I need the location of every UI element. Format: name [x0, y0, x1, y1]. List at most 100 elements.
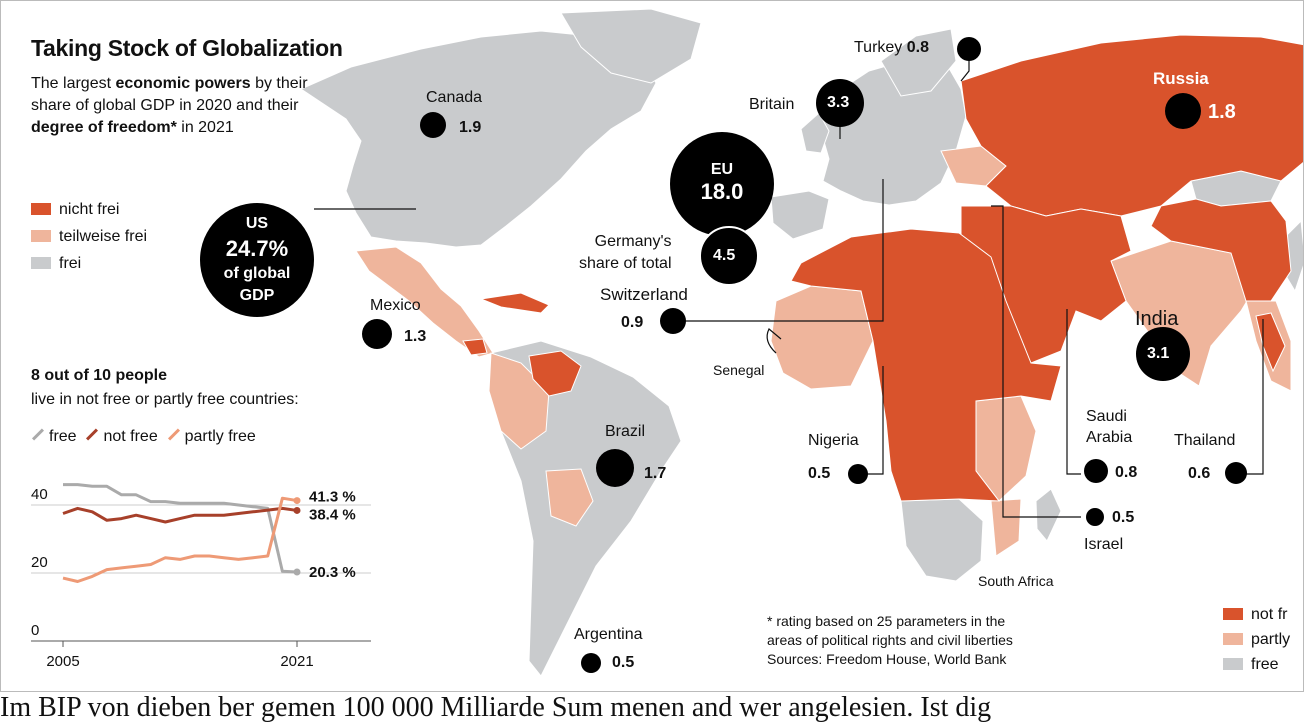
us-label: US 24.7% of global GDP — [200, 213, 314, 307]
india-value: 3.1 — [1147, 345, 1170, 362]
bubble-india — [1136, 327, 1190, 381]
infographic: 40 20 0 2005 2021 41.3 % 38.4 % 20.3 % Taking S… — [0, 0, 1304, 692]
thailand-value: 0.6 — [1188, 465, 1211, 482]
series-endpoint-free — [293, 568, 301, 576]
world-map: 40 20 0 2005 2021 41.3 %38.4 % 20.3 % — [1, 8, 1303, 691]
legend-line-free — [31, 428, 45, 441]
bubble-israel — [1086, 508, 1104, 526]
people-heading: 8 out of 10 people — [31, 367, 168, 384]
line-chart-panel — [1, 353, 381, 691]
thailand-name: Thailand — [1174, 432, 1236, 449]
saudi-name: Saudi Arabia — [1086, 406, 1132, 448]
document-text-below: Im BIP von dieben ber gemen 100 000 Mill… — [0, 692, 992, 723]
series-endpoint-partly-free — [293, 497, 301, 505]
legend-label: free — [1251, 656, 1279, 673]
subtitle-text: by their — [250, 75, 308, 92]
mexico-value: 1.3 — [404, 328, 427, 345]
legend-label: teilweise frei — [59, 228, 148, 245]
britain-value: 3.3 — [827, 94, 850, 111]
bubble-us — [200, 203, 314, 317]
footnote-line: areas of political rights and civil libe… — [767, 632, 1013, 648]
argentina-value: 0.5 — [612, 654, 635, 671]
us-caption: of global — [223, 265, 291, 282]
line-chart: 40 20 0 2005 2021 41.3 %38.4 % 20.3 % — [31, 483, 371, 670]
russia-name: Russia — [1153, 69, 1209, 88]
turkey-label: Turkey 0.8 — [854, 39, 929, 57]
saudi-name-l2: Arabia — [1086, 429, 1133, 446]
subtitle-text: The largest — [31, 75, 116, 92]
swatch-partly-free — [1223, 633, 1243, 645]
eu-label: EU 18.0 — [681, 161, 763, 205]
legend-br-partly: partly — [1223, 627, 1290, 652]
swatch-free — [31, 257, 51, 269]
canada-name: Canada — [426, 89, 483, 106]
legend-br-free: free — [1223, 652, 1290, 677]
bubble-russia — [1165, 93, 1201, 129]
legend-bottom-right: not fr partly free — [1223, 602, 1290, 677]
legend-label: not fr — [1251, 606, 1288, 623]
bubble-britain — [816, 79, 864, 127]
x-tick-label: 2021 — [280, 653, 313, 670]
series-endpoint-not-free — [293, 506, 301, 514]
subtitle-text: share of global GDP in 2020 and their — [31, 97, 299, 114]
end-value-label: 38.4 % — [309, 506, 356, 523]
us-value: 24.7% — [225, 236, 289, 261]
bubble-canada — [420, 112, 446, 138]
legend-line-partly-free — [167, 428, 180, 441]
bubble-eu — [670, 132, 774, 236]
legend-item-free: frei — [31, 250, 147, 277]
saudi-value: 0.8 — [1115, 464, 1138, 481]
legend-label: partly — [1251, 631, 1291, 648]
nigeria-value: 0.5 — [808, 465, 831, 482]
series-line-not-free — [62, 506, 298, 524]
legend-item-not-free: nicht frei — [31, 196, 147, 223]
line-legend: free not free partly free — [31, 428, 256, 446]
footnote: * rating based on 25 parameters in the a… — [767, 612, 1013, 669]
bubble-saudi — [1084, 459, 1108, 483]
turkey-name: Turkey — [854, 39, 903, 56]
bubble-switzerland — [660, 308, 686, 334]
mexico-name: Mexico — [370, 297, 421, 314]
bubble-germany — [699, 226, 759, 286]
series-line-partly-free — [62, 496, 298, 583]
south-africa-name: South Africa — [978, 573, 1054, 589]
legend-label: nicht frei — [59, 201, 120, 218]
swatch-not-free — [1223, 608, 1243, 620]
germany-value: 4.5 — [713, 247, 736, 264]
bubble-brazil — [596, 449, 634, 487]
switzerland-value: 0.9 — [621, 314, 644, 331]
germany-caption: share of total — [579, 255, 672, 272]
legend-br-not-free: not fr — [1223, 602, 1290, 627]
swatch-free — [1223, 658, 1243, 670]
germany-caption: Germany's — [594, 233, 672, 250]
brazil-name: Brazil — [605, 423, 646, 440]
legend-item-partly-free: teilweise frei — [31, 223, 147, 250]
russia-value: 1.8 — [1208, 101, 1236, 123]
chart-title: Taking Stock of Globalization — [31, 35, 343, 61]
brazil-value: 1.7 — [644, 465, 667, 482]
subtitle-bold: degree of freedom* — [31, 119, 177, 136]
bubble-thailand — [1225, 462, 1247, 484]
germany-label: Germany's share of total — [579, 231, 672, 275]
legend-label-partly-free: partly free — [184, 428, 256, 445]
turkey-value: 0.8 — [906, 39, 930, 56]
y-tick-label: 40 — [31, 486, 48, 503]
legend-line-not-free — [86, 428, 99, 441]
eu-value: 18.0 — [700, 179, 744, 204]
y-tick-label: 20 — [31, 554, 48, 571]
subtitle-bold: economic powers — [115, 75, 251, 92]
saudi-name-l1: Saudi — [1086, 408, 1127, 425]
footnote-sources: Sources: Freedom House, World Bank — [767, 651, 1007, 667]
israel-value: 0.5 — [1112, 509, 1135, 526]
legend-top: nicht frei teilweise frei frei — [31, 196, 147, 277]
nigeria-name: Nigeria — [808, 432, 859, 449]
end-value-label: 41.3 % — [309, 489, 356, 506]
eu-name: EU — [710, 161, 734, 178]
people-subheading: live in not free or partly free countrie… — [31, 391, 299, 408]
us-caption: GDP — [239, 287, 275, 304]
legend-label: frei — [59, 255, 82, 272]
argentina-name: Argentina — [574, 626, 643, 643]
switzerland-name: Switzerland — [600, 285, 688, 304]
india-name: India — [1135, 308, 1179, 330]
bubble-argentina — [581, 653, 601, 673]
